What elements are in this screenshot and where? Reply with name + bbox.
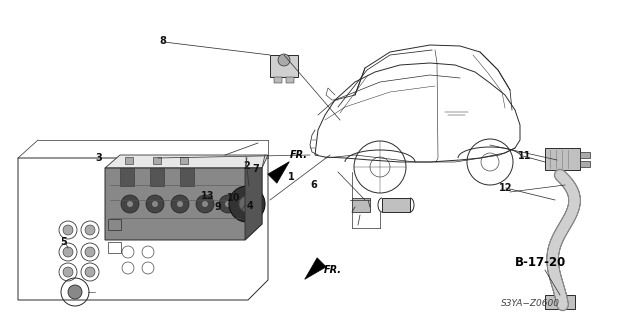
Circle shape: [177, 201, 183, 207]
Circle shape: [63, 225, 73, 235]
Circle shape: [152, 201, 158, 207]
Bar: [150, 168, 164, 186]
Circle shape: [219, 195, 237, 213]
Text: 6: 6: [310, 180, 317, 190]
Circle shape: [225, 201, 231, 207]
Bar: [545, 295, 575, 309]
Polygon shape: [268, 162, 289, 183]
Circle shape: [202, 201, 208, 207]
Circle shape: [63, 247, 73, 257]
Text: 4: 4: [246, 201, 253, 211]
Text: 7: 7: [253, 164, 259, 174]
Text: 10: 10: [227, 193, 241, 203]
Bar: [120, 168, 134, 186]
Circle shape: [196, 195, 214, 213]
Circle shape: [127, 201, 133, 207]
Circle shape: [278, 54, 290, 66]
Text: FR.: FR.: [324, 265, 342, 275]
Text: 3: 3: [96, 153, 102, 163]
Bar: [108, 219, 121, 230]
Text: 8: 8: [160, 36, 166, 47]
Text: 5: 5: [61, 237, 67, 248]
Bar: [125, 157, 133, 164]
Circle shape: [171, 195, 189, 213]
Bar: [108, 242, 121, 253]
Text: 13: 13: [201, 191, 215, 201]
Text: 1: 1: [288, 172, 294, 182]
Circle shape: [63, 267, 73, 277]
Text: 9: 9: [214, 202, 221, 212]
Text: 2: 2: [243, 161, 250, 171]
Bar: [580, 161, 590, 167]
Polygon shape: [105, 155, 268, 168]
Circle shape: [85, 267, 95, 277]
Bar: [352, 198, 370, 212]
Bar: [286, 77, 294, 83]
Bar: [545, 148, 580, 170]
Circle shape: [121, 195, 139, 213]
Text: FR.: FR.: [290, 150, 308, 160]
Polygon shape: [305, 258, 326, 279]
Bar: [580, 152, 590, 158]
Bar: [270, 55, 298, 77]
Polygon shape: [105, 168, 262, 240]
Circle shape: [68, 285, 82, 299]
Circle shape: [229, 186, 265, 222]
Circle shape: [239, 196, 255, 212]
Bar: [382, 198, 410, 212]
Text: 11: 11: [518, 151, 532, 161]
Bar: [180, 157, 188, 164]
Text: S3YA−Z0600: S3YA−Z0600: [500, 299, 559, 308]
Circle shape: [85, 225, 95, 235]
Bar: [274, 77, 282, 83]
Circle shape: [146, 195, 164, 213]
Text: B-17-20: B-17-20: [515, 256, 566, 269]
Bar: [153, 157, 161, 164]
Bar: [180, 168, 194, 186]
Text: 12: 12: [499, 183, 513, 193]
Polygon shape: [245, 168, 262, 240]
Circle shape: [85, 247, 95, 257]
